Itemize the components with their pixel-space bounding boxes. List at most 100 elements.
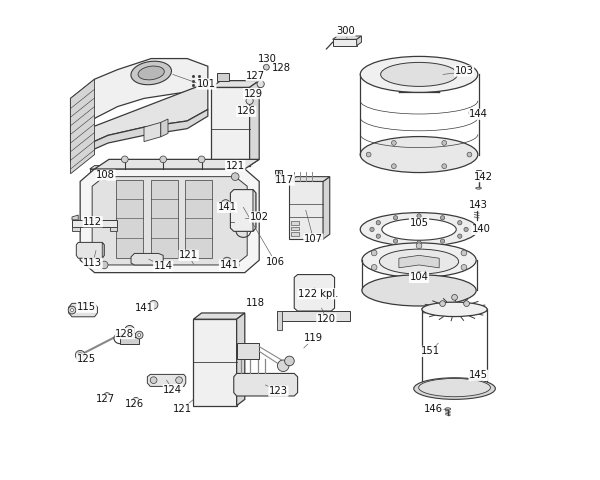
Ellipse shape bbox=[445, 408, 451, 410]
Polygon shape bbox=[292, 227, 299, 230]
Polygon shape bbox=[131, 253, 163, 265]
Polygon shape bbox=[161, 119, 168, 137]
Polygon shape bbox=[323, 177, 330, 239]
Text: 126: 126 bbox=[236, 107, 256, 116]
Text: 127: 127 bbox=[246, 71, 265, 81]
Text: 113: 113 bbox=[83, 258, 102, 268]
Polygon shape bbox=[356, 36, 361, 46]
Text: 120: 120 bbox=[317, 314, 336, 324]
Polygon shape bbox=[72, 220, 116, 227]
Circle shape bbox=[277, 66, 280, 69]
Circle shape bbox=[277, 360, 289, 372]
Circle shape bbox=[440, 239, 445, 243]
Polygon shape bbox=[110, 227, 116, 231]
Circle shape bbox=[469, 110, 475, 116]
Polygon shape bbox=[217, 73, 229, 81]
Circle shape bbox=[442, 164, 446, 168]
Text: 128: 128 bbox=[115, 329, 134, 338]
Ellipse shape bbox=[379, 249, 458, 274]
Polygon shape bbox=[185, 180, 212, 258]
Text: 103: 103 bbox=[455, 66, 473, 76]
Circle shape bbox=[284, 356, 294, 366]
Circle shape bbox=[417, 241, 421, 245]
Circle shape bbox=[442, 141, 446, 145]
Text: 125: 125 bbox=[77, 354, 96, 364]
Text: 114: 114 bbox=[154, 262, 173, 271]
Polygon shape bbox=[234, 373, 298, 396]
Circle shape bbox=[128, 328, 131, 332]
Circle shape bbox=[78, 353, 83, 358]
Polygon shape bbox=[211, 87, 250, 166]
Text: 145: 145 bbox=[469, 371, 488, 380]
Circle shape bbox=[121, 156, 128, 163]
Circle shape bbox=[100, 173, 108, 180]
Polygon shape bbox=[71, 59, 208, 135]
Text: 126: 126 bbox=[125, 399, 144, 409]
Polygon shape bbox=[332, 36, 361, 39]
Polygon shape bbox=[112, 166, 116, 179]
Circle shape bbox=[391, 141, 396, 145]
Polygon shape bbox=[116, 180, 143, 258]
Text: 129: 129 bbox=[244, 89, 263, 98]
Circle shape bbox=[394, 239, 398, 243]
Polygon shape bbox=[72, 215, 78, 220]
Circle shape bbox=[371, 264, 377, 270]
Circle shape bbox=[251, 88, 258, 96]
Text: 107: 107 bbox=[304, 234, 323, 244]
Polygon shape bbox=[292, 232, 299, 236]
Polygon shape bbox=[148, 374, 186, 386]
Ellipse shape bbox=[362, 243, 476, 277]
Circle shape bbox=[150, 377, 157, 384]
Text: 105: 105 bbox=[410, 218, 428, 228]
Circle shape bbox=[223, 257, 232, 266]
Circle shape bbox=[370, 227, 374, 232]
Polygon shape bbox=[277, 311, 282, 330]
Polygon shape bbox=[399, 255, 439, 268]
Ellipse shape bbox=[414, 378, 496, 399]
Ellipse shape bbox=[360, 57, 478, 93]
Circle shape bbox=[461, 250, 467, 256]
Ellipse shape bbox=[360, 213, 478, 246]
Text: 146: 146 bbox=[424, 404, 443, 414]
Ellipse shape bbox=[131, 61, 172, 84]
Polygon shape bbox=[332, 39, 356, 46]
Circle shape bbox=[263, 64, 269, 70]
Polygon shape bbox=[71, 109, 208, 162]
Circle shape bbox=[416, 243, 422, 249]
Text: 130: 130 bbox=[258, 54, 277, 63]
Polygon shape bbox=[277, 311, 350, 321]
Circle shape bbox=[275, 64, 282, 71]
Text: 300: 300 bbox=[336, 26, 355, 36]
Circle shape bbox=[464, 227, 468, 232]
Polygon shape bbox=[151, 180, 178, 258]
Polygon shape bbox=[193, 319, 236, 406]
Circle shape bbox=[461, 264, 467, 270]
Polygon shape bbox=[236, 313, 245, 406]
Ellipse shape bbox=[360, 136, 478, 173]
Text: 119: 119 bbox=[304, 334, 323, 343]
Polygon shape bbox=[476, 170, 481, 175]
Text: 118: 118 bbox=[247, 299, 265, 308]
Text: 106: 106 bbox=[266, 257, 284, 266]
Polygon shape bbox=[120, 333, 139, 337]
Polygon shape bbox=[250, 81, 259, 166]
Text: 115: 115 bbox=[77, 302, 96, 312]
Circle shape bbox=[246, 97, 253, 104]
Polygon shape bbox=[68, 303, 97, 317]
Text: 128: 128 bbox=[272, 63, 291, 73]
Ellipse shape bbox=[476, 187, 481, 189]
Circle shape bbox=[100, 261, 108, 269]
Circle shape bbox=[76, 350, 85, 360]
Circle shape bbox=[221, 200, 230, 208]
Text: 121: 121 bbox=[226, 161, 245, 170]
Polygon shape bbox=[120, 337, 139, 344]
Text: 141: 141 bbox=[220, 260, 238, 270]
Circle shape bbox=[366, 152, 371, 157]
Circle shape bbox=[71, 309, 73, 312]
Circle shape bbox=[138, 334, 140, 336]
Ellipse shape bbox=[422, 302, 487, 317]
Circle shape bbox=[452, 294, 457, 300]
Text: 143: 143 bbox=[469, 201, 488, 210]
Text: 121: 121 bbox=[173, 404, 192, 414]
Circle shape bbox=[198, 156, 205, 163]
